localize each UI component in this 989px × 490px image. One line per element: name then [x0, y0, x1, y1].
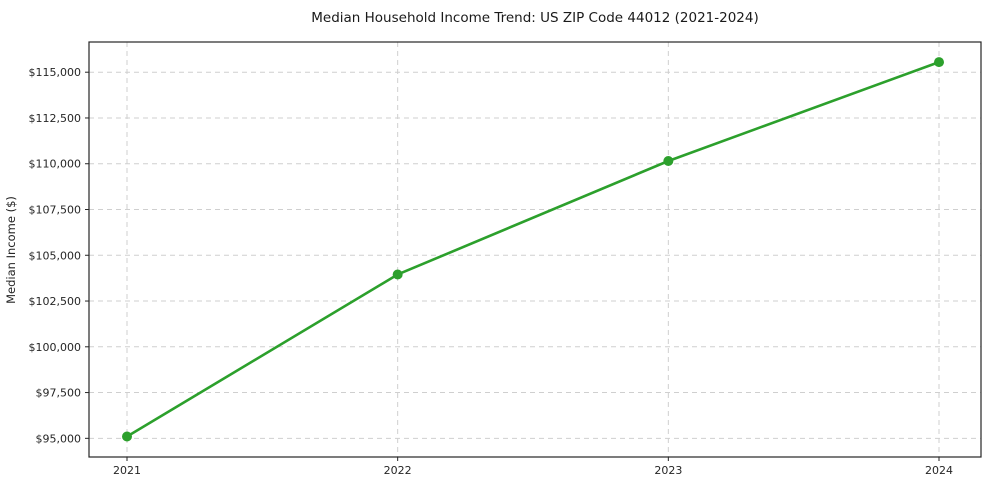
y-tick-label: $107,500	[29, 204, 82, 217]
x-tick-label: 2024	[925, 464, 953, 477]
chart-title: Median Household Income Trend: US ZIP Co…	[311, 10, 759, 26]
data-point	[122, 431, 132, 442]
y-tick-label: $112,500	[29, 112, 82, 125]
y-tick-label: $95,000	[36, 432, 82, 445]
x-tick-label: 2022	[384, 464, 412, 477]
y-tick-label: $100,000	[29, 341, 82, 354]
data-point	[934, 57, 944, 68]
data-series-layer	[122, 57, 944, 442]
data-point	[392, 269, 403, 280]
x-tick-label: 2023	[654, 464, 682, 477]
y-tick-label: $97,500	[36, 387, 82, 400]
y-tick-label: $102,500	[29, 295, 82, 308]
y-tick-label: $115,000	[29, 66, 82, 79]
axes-layer: $95,000 $97,500 $100,000 $102,500 $105,000 $1…	[29, 66, 954, 477]
plot-border	[88, 41, 982, 458]
y-tick-label: $110,000	[29, 158, 82, 171]
data-point	[663, 155, 674, 166]
x-tick-label: 2021	[113, 464, 141, 477]
y-tick-label: $105,000	[29, 249, 82, 262]
y-axis-label: Median Income ($)	[4, 196, 18, 304]
gridlines-layer	[89, 42, 981, 457]
trend-line	[125, 60, 941, 438]
